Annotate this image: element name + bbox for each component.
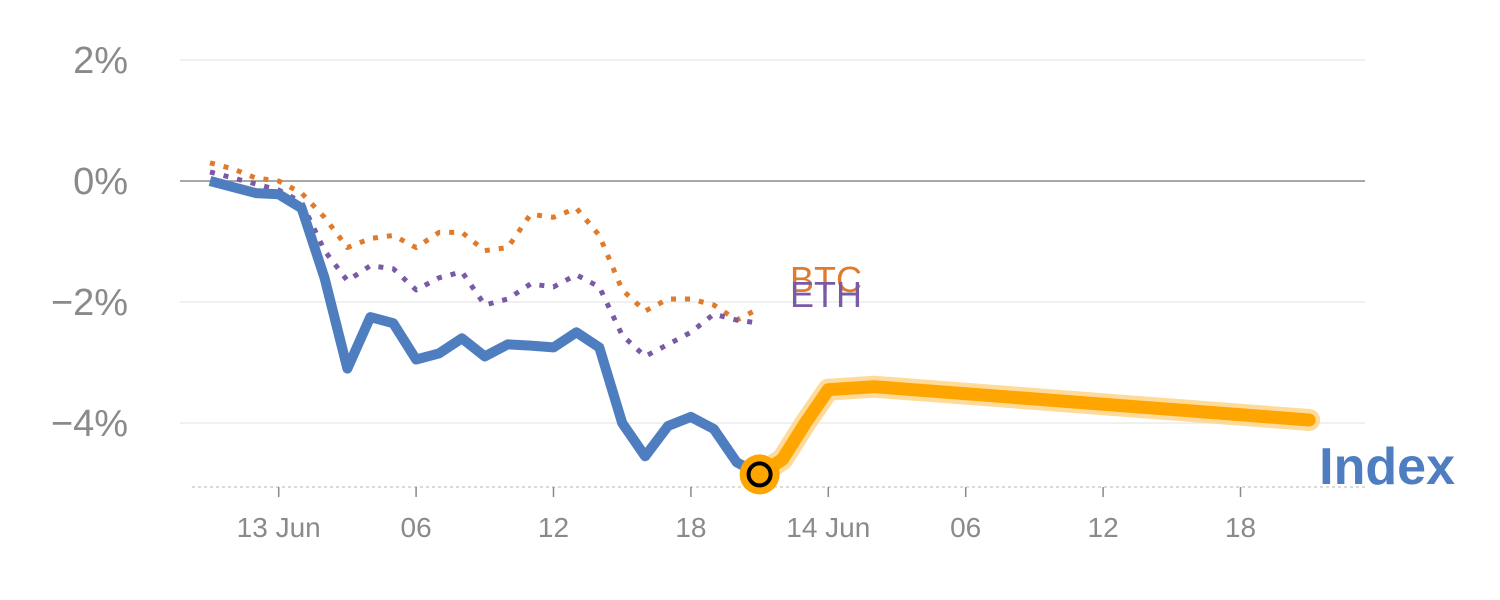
x-tick-label: 14 Jun [786, 512, 870, 543]
x-tick-label: 12 [1088, 512, 1119, 543]
x-tick-label: 18 [675, 512, 706, 543]
x-tick-label: 12 [538, 512, 569, 543]
y-axis: 2% 0% −2% −4% [51, 40, 128, 445]
x-tick-label: 06 [401, 512, 432, 543]
y-tick-label: 2% [73, 40, 128, 82]
x-tick-label: 13 Jun [237, 512, 321, 543]
btc-series-label: BTC [790, 259, 862, 300]
index-line [208, 176, 762, 479]
current-point-marker [739, 454, 780, 495]
x-axis: 13 Jun 06 12 18 14 Jun 06 12 18 [237, 487, 1256, 543]
y-tick-label: −2% [51, 282, 128, 324]
marker-dot [746, 461, 773, 488]
btc-line [209, 160, 761, 323]
index-series-label: Index [1319, 438, 1455, 496]
x-tick-label: 06 [950, 512, 981, 543]
y-tick-label: −4% [51, 403, 128, 445]
series-lines [208, 160, 1321, 486]
eth-series-label: ETH [790, 274, 862, 315]
y-tick-label: 0% [73, 161, 128, 203]
gridlines [180, 59, 1365, 488]
forecast-line [753, 380, 1316, 481]
x-tick-label: 18 [1225, 512, 1256, 543]
